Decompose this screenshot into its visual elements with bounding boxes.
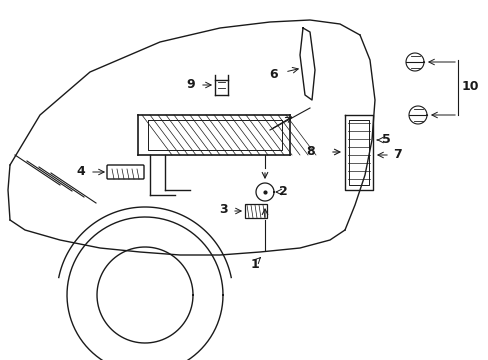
Text: 2: 2	[278, 185, 287, 198]
Text: 3: 3	[219, 203, 227, 216]
Text: 8: 8	[306, 145, 314, 158]
Text: 4: 4	[76, 166, 85, 179]
Text: 10: 10	[461, 81, 479, 94]
Text: 7: 7	[392, 148, 401, 162]
FancyBboxPatch shape	[107, 165, 143, 179]
Text: 9: 9	[186, 78, 195, 91]
Text: 1: 1	[250, 258, 259, 271]
Bar	[244, 204, 266, 218]
Text: 5: 5	[381, 134, 390, 147]
Text: 6: 6	[269, 68, 278, 81]
